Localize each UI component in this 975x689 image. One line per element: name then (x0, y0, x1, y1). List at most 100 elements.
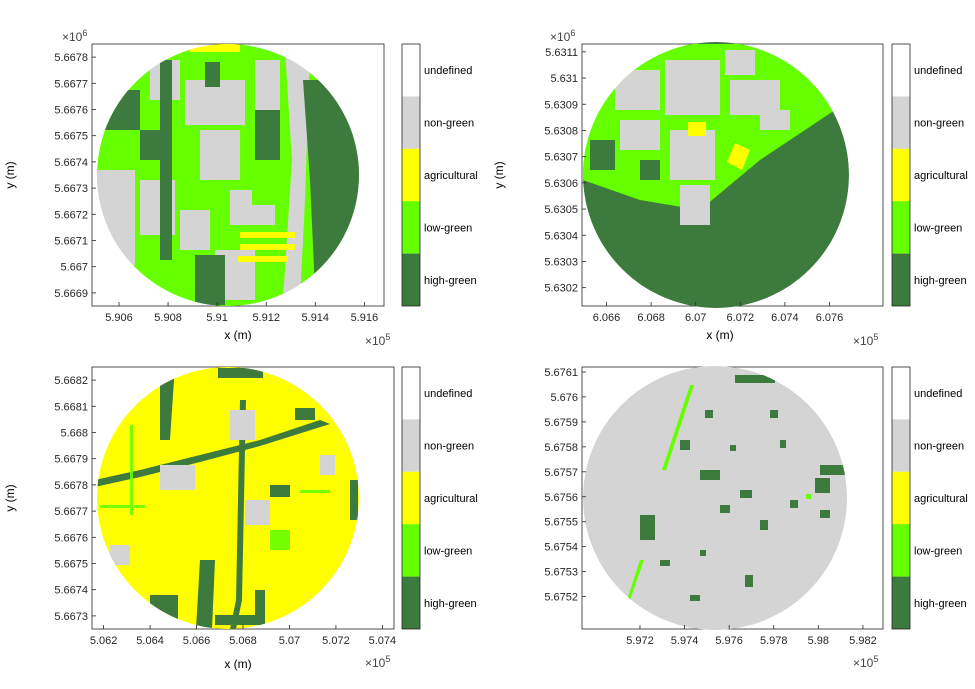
colorbar-swatch-non-green (402, 419, 420, 472)
y-tick-label: 5.668 (60, 428, 88, 440)
colorbar-frame (401, 366, 421, 630)
y-tick-label: 5.6308 (544, 125, 578, 137)
x-axis-label: x (m) (706, 328, 733, 342)
x-tick-label: 5.976 (715, 635, 743, 647)
x-tick-label: 5.072 (322, 635, 350, 647)
y-tick-label: 5.6675 (54, 131, 88, 143)
colorbar-swatch-undefined (402, 44, 420, 97)
y-tick-label: 5.6758 (544, 442, 578, 454)
y-tick-label: 5.6671 (54, 236, 88, 248)
colorbar-label-high-green: high-green (914, 598, 967, 610)
colorbar-swatch-high-green (402, 576, 420, 629)
x-tick-label: 6.07 (685, 312, 706, 324)
colorbar: undefined non-green agricultural low-green h… (891, 366, 968, 630)
colorbar-swatch-undefined (892, 44, 910, 97)
colorbar-label-undefined: undefined (914, 388, 962, 400)
colorbar-swatch-agricultural (402, 471, 420, 525)
x-axis-label: x (m) (224, 657, 251, 671)
x-axis: 5.972 5.974 5.976 5.978 5.98 5.982 (626, 625, 877, 647)
y-tick-label: 5.6678 (54, 52, 88, 64)
y-tick-label: 5.6759 (544, 417, 578, 429)
x-tick-label: 5.982 (849, 635, 877, 647)
x-axis: 5.906 5.908 5.91 5.912 5.914 5.916 (105, 302, 378, 324)
y-axis: 5.6311 5.631 5.6309 5.6308 5.6307 5.6306 5.630… (544, 47, 586, 295)
x-tick-label: 6.076 (816, 312, 844, 324)
y-tick-label: 5.6676 (54, 105, 88, 117)
y-tick-label: 5.6302 (544, 283, 578, 295)
x-tick-label: 5.912 (252, 312, 280, 324)
colorbar-label-agricultural: agricultural (424, 170, 478, 182)
colorbar-swatch-agricultural (402, 148, 420, 202)
colorbar-label-low-green: low-green (914, 545, 962, 557)
y-axis-label: y (m) (492, 161, 506, 188)
colorbar-frame (891, 366, 911, 630)
colorbar-label-undefined: undefined (424, 388, 472, 400)
x-tick-label: 5.066 (183, 635, 211, 647)
y-tick-label: 5.6681 (54, 401, 88, 413)
x-exponent: ×105 (853, 654, 878, 670)
colorbar: undefined non-green agricultural low-green h… (891, 43, 968, 307)
x-tick-label: 5.074 (369, 635, 397, 647)
colorbar: undefined non-green agricultural low-green h… (401, 366, 478, 630)
colorbar-label-high-green: high-green (424, 275, 477, 287)
colorbar-label-agricultural: agricultural (914, 170, 968, 182)
y-tick-label: 5.6761 (544, 367, 578, 379)
x-tick-label: 6.066 (593, 312, 621, 324)
y-tick-label: 5.6672 (54, 209, 88, 221)
y-exponent: ×106 (550, 28, 575, 44)
y-tick-label: 5.6682 (54, 375, 88, 387)
y-tick-label: 5.6673 (54, 611, 88, 623)
y-tick-label: 5.6755 (544, 517, 578, 529)
panel-top-left: 5.906 5.908 5.91 5.912 5.914 5.916 5.66785.66… (3, 28, 478, 348)
y-tick-label: 5.6754 (544, 542, 578, 554)
y-tick-label: 5.6305 (544, 204, 578, 216)
colorbar-swatch-high-green (892, 576, 910, 629)
x-tick-label: 6.074 (771, 312, 799, 324)
colorbar-swatch-non-green (892, 96, 910, 149)
colorbar-label-non-green: non-green (914, 441, 964, 453)
colorbar-label-non-green: non-green (424, 441, 474, 453)
colorbar-frame (891, 43, 911, 307)
colorbar-swatch-non-green (402, 96, 420, 149)
x-tick-label: 5.064 (136, 635, 164, 647)
x-tick-label: 5.908 (154, 312, 182, 324)
y-tick-label: 5.6675 (54, 559, 88, 571)
x-tick-label: 5.914 (302, 312, 330, 324)
x-tick-label: 5.906 (105, 312, 133, 324)
colorbar-frame (401, 43, 421, 307)
y-tick-label: 5.6676 (54, 532, 88, 544)
colorbar-swatch-low-green (402, 201, 420, 254)
y-tick-label: 5.6311 (545, 47, 578, 59)
land-cover-map (97, 44, 359, 306)
y-tick-label: 5.6306 (544, 178, 578, 190)
colorbar-label-agricultural: agricultural (424, 493, 478, 505)
y-tick-label: 5.6674 (54, 157, 88, 169)
colorbar-swatch-high-green (892, 253, 910, 306)
colorbar-label-low-green: low-green (424, 545, 472, 557)
x-axis: 5.062 5.064 5.066 5.068 5.07 5.072 5.074 (90, 625, 396, 647)
panel-bottom-right: 5.972 5.974 5.976 5.978 5.98 5.982 5.6761 5.67… (544, 366, 968, 670)
y-tick-label: 5.676 (550, 392, 578, 404)
y-axis-label: y (m) (3, 484, 17, 511)
x-tick-label: 5.068 (229, 635, 257, 647)
colorbar-label-low-green: low-green (914, 222, 962, 234)
y-tick-label: 5.6677 (54, 78, 88, 90)
x-tick-label: 6.068 (637, 312, 665, 324)
y-tick-label: 5.6673 (54, 183, 88, 195)
y-axis: 5.6682 5.6681 5.668 5.6679 5.6678 5.6677 5.667… (54, 375, 96, 623)
colorbar-label-non-green: non-green (424, 118, 474, 130)
x-exponent: ×105 (365, 654, 390, 670)
panel-top-right: 6.066 6.068 6.07 6.072 6.074 6.076 5.63115.63… (492, 28, 968, 348)
y-tick-label: 5.6304 (544, 230, 578, 242)
colorbar-swatch-low-green (892, 201, 910, 254)
colorbar-label-undefined: undefined (424, 65, 472, 77)
x-tick-label: 5.07 (279, 635, 300, 647)
colorbar-swatch-undefined (402, 367, 420, 420)
y-tick-label: 5.6752 (544, 592, 578, 604)
colorbar-label-non-green: non-green (914, 118, 964, 130)
colorbar-swatch-low-green (402, 524, 420, 577)
y-tick-label: 5.6669 (54, 288, 88, 300)
colorbar-label-low-green: low-green (424, 222, 472, 234)
x-tick-label: 5.972 (626, 635, 654, 647)
